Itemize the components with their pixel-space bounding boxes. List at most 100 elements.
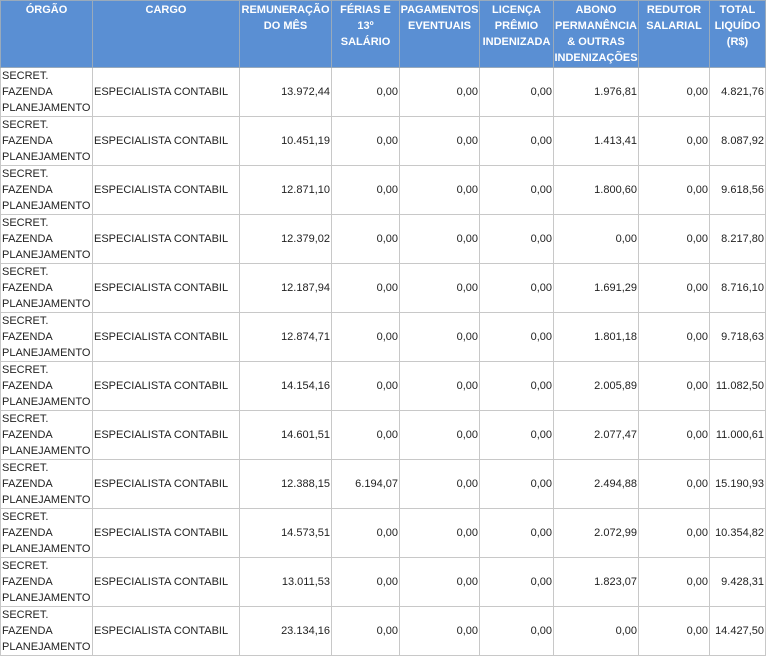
table-row: SECRET. FAZENDA PLANEJAMENTO ESPECIALISTA…: [0, 165, 766, 215]
table-cell: 9.618,56: [709, 165, 766, 215]
table-cell: ESPECIALISTA CONTABIL: [92, 557, 240, 607]
table-cell: SECRET. FAZENDA PLANEJAMENTO: [0, 606, 93, 656]
table-cell: 12.874,71: [239, 312, 332, 362]
table-cell: 14.601,51: [239, 410, 332, 460]
table-cell: 15.190,93: [709, 459, 766, 509]
table-cell: 0,00: [331, 361, 400, 411]
table-cell: ESPECIALISTA CONTABIL: [92, 410, 240, 460]
table-cell: 0,00: [331, 557, 400, 607]
table-cell: 6.194,07: [331, 459, 400, 509]
table-row: SECRET. FAZENDA PLANEJAMENTO ESPECIALISTA…: [0, 214, 766, 264]
table-row: SECRET. FAZENDA PLANEJAMENTO ESPECIALISTA…: [0, 459, 766, 509]
table-cell: 0,00: [331, 214, 400, 264]
column-header: CARGO: [92, 0, 240, 68]
table-cell: 0,00: [399, 557, 480, 607]
table-cell: SECRET. FAZENDA PLANEJAMENTO: [0, 410, 93, 460]
table-cell: 0,00: [399, 312, 480, 362]
table-cell: 1.413,41: [553, 116, 639, 166]
table-cell: 0,00: [331, 312, 400, 362]
table-cell: 13.011,53: [239, 557, 332, 607]
table-cell: 12.379,02: [239, 214, 332, 264]
table-cell: 0,00: [479, 410, 554, 460]
table-cell: 0,00: [331, 263, 400, 313]
table-cell: 1.800,60: [553, 165, 639, 215]
table-cell: 0,00: [479, 165, 554, 215]
table-cell: 0,00: [638, 508, 710, 558]
table-cell: SECRET. FAZENDA PLANEJAMENTO: [0, 263, 93, 313]
table-row: SECRET. FAZENDA PLANEJAMENTO ESPECIALISTA…: [0, 67, 766, 117]
table-row: SECRET. FAZENDA PLANEJAMENTO ESPECIALISTA…: [0, 361, 766, 411]
table-cell: ESPECIALISTA CONTABIL: [92, 116, 240, 166]
table-cell: ESPECIALISTA CONTABIL: [92, 312, 240, 362]
column-header: PAGAMENTOS EVENTUAIS: [399, 0, 480, 68]
table-cell: 0,00: [399, 410, 480, 460]
table-row: SECRET. FAZENDA PLANEJAMENTO ESPECIALISTA…: [0, 410, 766, 460]
table-cell: 0,00: [399, 116, 480, 166]
table-cell: ESPECIALISTA CONTABIL: [92, 165, 240, 215]
column-header: ABONO PERMANÊNCIA & OUTRAS INDENIZAÇÕES: [553, 0, 639, 68]
table-cell: 12.187,94: [239, 263, 332, 313]
column-header: LICENÇA PRÊMIO INDENIZADA: [479, 0, 554, 68]
table-cell: 0,00: [638, 263, 710, 313]
table-cell: 0,00: [479, 312, 554, 362]
column-header: REDUTOR SALARIAL: [638, 0, 710, 68]
table-cell: 0,00: [399, 214, 480, 264]
table-row: SECRET. FAZENDA PLANEJAMENTO ESPECIALISTA…: [0, 263, 766, 313]
table-cell: 0,00: [399, 606, 480, 656]
table-cell: 1.801,18: [553, 312, 639, 362]
table-cell: 0,00: [479, 214, 554, 264]
table-cell: 2.005,89: [553, 361, 639, 411]
table-cell: 8.087,92: [709, 116, 766, 166]
table-cell: 0,00: [399, 361, 480, 411]
table-cell: SECRET. FAZENDA PLANEJAMENTO: [0, 459, 93, 509]
table-cell: 10.451,19: [239, 116, 332, 166]
table-cell: SECRET. FAZENDA PLANEJAMENTO: [0, 361, 93, 411]
table-cell: 0,00: [331, 508, 400, 558]
table-cell: 4.821,76: [709, 67, 766, 117]
table-cell: 2.494,88: [553, 459, 639, 509]
table-cell: 0,00: [331, 67, 400, 117]
table-row: SECRET. FAZENDA PLANEJAMENTO ESPECIALISTA…: [0, 606, 766, 656]
table-cell: SECRET. FAZENDA PLANEJAMENTO: [0, 116, 93, 166]
table-cell: 0,00: [399, 165, 480, 215]
table-cell: 0,00: [331, 116, 400, 166]
column-header: ÓRGÃO: [0, 0, 93, 68]
column-header: FÉRIAS E 13º SALÁRIO: [331, 0, 400, 68]
table-cell: 0,00: [638, 459, 710, 509]
table-cell: 0,00: [553, 214, 639, 264]
table-row: SECRET. FAZENDA PLANEJAMENTO ESPECIALISTA…: [0, 508, 766, 558]
table-cell: ESPECIALISTA CONTABIL: [92, 263, 240, 313]
table-cell: 0,00: [399, 263, 480, 313]
table-cell: ESPECIALISTA CONTABIL: [92, 361, 240, 411]
column-header: TOTAL LIQUÍDO (R$): [709, 0, 766, 68]
table-cell: 0,00: [399, 459, 480, 509]
table-cell: ESPECIALISTA CONTABIL: [92, 508, 240, 558]
table-cell: 14.573,51: [239, 508, 332, 558]
table-cell: 0,00: [479, 67, 554, 117]
table-cell: 12.871,10: [239, 165, 332, 215]
table-cell: 1.691,29: [553, 263, 639, 313]
table-cell: 0,00: [331, 165, 400, 215]
table-cell: 14.154,16: [239, 361, 332, 411]
table-cell: 2.072,99: [553, 508, 639, 558]
table-cell: 0,00: [479, 361, 554, 411]
table-cell: 0,00: [638, 67, 710, 117]
column-header: REMUNERAÇÃO DO MÊS: [239, 0, 332, 68]
table-cell: 0,00: [479, 508, 554, 558]
table-cell: SECRET. FAZENDA PLANEJAMENTO: [0, 312, 93, 362]
table-cell: SECRET. FAZENDA PLANEJAMENTO: [0, 508, 93, 558]
table-cell: 2.077,47: [553, 410, 639, 460]
table-cell: 0,00: [399, 508, 480, 558]
table-cell: ESPECIALISTA CONTABIL: [92, 606, 240, 656]
table-cell: 0,00: [638, 410, 710, 460]
table-cell: 9.428,31: [709, 557, 766, 607]
table-cell: 0,00: [479, 459, 554, 509]
table-cell: 0,00: [638, 312, 710, 362]
table-cell: 0,00: [479, 557, 554, 607]
table-cell: 12.388,15: [239, 459, 332, 509]
table-cell: SECRET. FAZENDA PLANEJAMENTO: [0, 557, 93, 607]
table-cell: 14.427,50: [709, 606, 766, 656]
table-body: SECRET. FAZENDA PLANEJAMENTO ESPECIALISTA…: [0, 67, 766, 656]
